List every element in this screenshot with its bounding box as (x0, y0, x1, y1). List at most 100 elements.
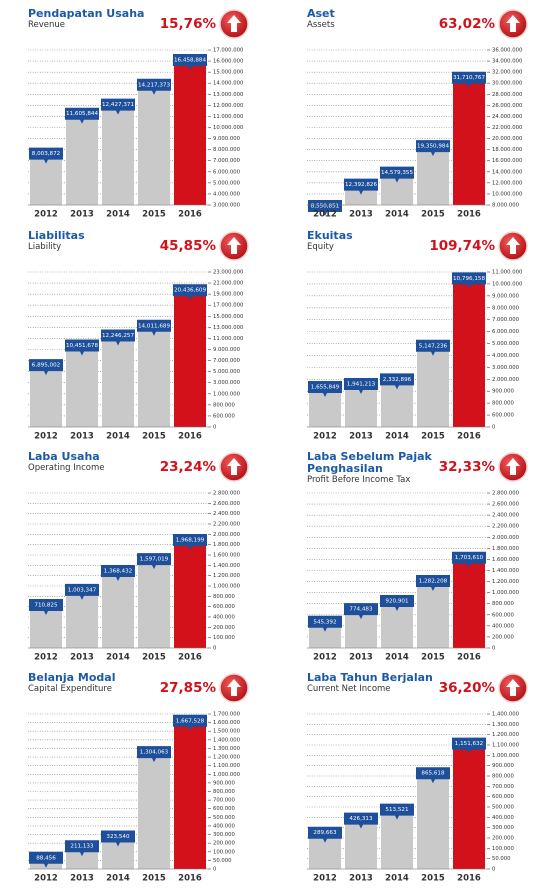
value-label: 2,332,896 (383, 377, 412, 383)
y-tick-label: 1.200.000 (492, 732, 520, 738)
y-tick-label: 100.000 (213, 849, 236, 855)
y-tick-label: 600.000 (492, 413, 515, 419)
chart-panel: 36,20% 0 50.000 100.000 200.000 300.000 400.00… (307, 673, 528, 884)
y-tick-label: 1.200.000 (213, 573, 241, 579)
change-label: 23,24% (160, 459, 217, 475)
bar (138, 748, 170, 869)
y-tick-label: 1.400.000 (213, 737, 241, 743)
chart-header: Ekuitas Equity (307, 230, 457, 253)
y-tick-label: 15.000.000 (213, 70, 244, 76)
value-label: 12,246,257 (102, 333, 134, 339)
chart-header: Aset Assets (307, 8, 457, 31)
chart-title: Pendapatan Usaha (28, 7, 145, 20)
y-tick-label: 200.000 (213, 625, 236, 631)
x-tick-label: 2013 (349, 432, 373, 442)
y-tick-label: 100.000 (213, 635, 236, 641)
y-tick-label: 32.000.000 (492, 70, 523, 76)
y-tick-label: 9.000.000 (492, 293, 520, 299)
y-tick-label: 1.800.000 (492, 546, 520, 552)
x-tick-label: 2012 (313, 653, 337, 663)
y-tick-label: 21.000.000 (213, 281, 244, 287)
value-badge (173, 533, 207, 550)
value-label: 16,458,884 (174, 57, 206, 63)
x-tick-label: 2014 (385, 210, 409, 220)
x-tick-label: 2016 (457, 432, 481, 442)
value-badge (29, 147, 63, 164)
y-tick-label: 2.800.000 (492, 491, 520, 497)
bar (138, 555, 170, 648)
chart-title: Ekuitas (307, 229, 353, 242)
y-tick-label: 1.700.000 (213, 712, 241, 718)
y-tick-label: 100.000 (492, 846, 515, 852)
value-badge (137, 319, 171, 336)
y-tick-label: 19.000.000 (213, 292, 244, 298)
value-badge (452, 272, 486, 289)
y-tick-label: 2.400.000 (492, 513, 520, 519)
y-tick-label: 1.300.000 (492, 722, 520, 728)
x-tick-label: 2015 (142, 653, 166, 663)
x-tick-label: 2014 (385, 653, 409, 663)
value-badge (173, 53, 207, 70)
value-badge (380, 373, 414, 390)
value-label: 8,550,851 (311, 203, 340, 209)
x-tick-label: 2014 (106, 874, 130, 884)
value-badge (344, 812, 378, 829)
value-label: 426,313 (349, 816, 373, 822)
y-tick-label: 800.000 (492, 601, 515, 607)
y-tick-label: 7.000.000 (492, 317, 520, 323)
y-tick-label: 13.000.000 (213, 325, 244, 331)
y-tick-label: 12.000.000 (492, 180, 523, 186)
value-label: 1,368,432 (104, 568, 132, 574)
x-tick-label: 2014 (106, 210, 130, 220)
y-tick-label: 9.000.000 (213, 136, 241, 142)
value-label: 513,521 (385, 807, 409, 813)
up-arrow (506, 458, 520, 475)
x-tick-label: 2015 (142, 210, 166, 220)
value-label: 710,825 (34, 602, 58, 608)
value-label: 10,451,678 (66, 343, 98, 349)
value-label: 14,217,373 (138, 82, 170, 88)
x-tick-label: 2015 (421, 653, 445, 663)
value-label: 1,941,213 (347, 381, 376, 387)
x-tick-label: 2013 (70, 432, 94, 442)
y-tick-label: 36.000.000 (492, 48, 523, 54)
chart-header: Pendapatan Usaha Revenue (28, 8, 178, 31)
x-tick-label: 2014 (106, 432, 130, 442)
x-tick-label: 2016 (178, 210, 202, 220)
bar (453, 739, 485, 869)
y-tick-label: 3.000.000 (213, 380, 241, 386)
y-tick-label: 24.000.000 (492, 114, 523, 120)
value-badge (308, 381, 342, 398)
y-tick-label: 2.800.000 (213, 491, 241, 497)
y-tick-label: 800.000 (213, 594, 236, 600)
chart-panel: 32,33% 0 200.000 400.000 600.000 800.000 1.000… (307, 452, 528, 663)
bar (102, 100, 134, 205)
value-badge (65, 840, 99, 857)
chart-subtitle: Equity (307, 242, 334, 252)
y-tick-label: 900.000 (492, 763, 515, 769)
bar (417, 341, 449, 427)
y-tick-label: 500.000 (492, 805, 515, 811)
value-label: 1,282,208 (419, 579, 448, 585)
up-arrow (227, 458, 241, 475)
value-badge (101, 329, 135, 346)
y-tick-label: 1.000.000 (213, 391, 241, 397)
y-tick-label: 18.000.000 (492, 147, 523, 153)
value-badge (173, 714, 207, 731)
value-label: 865,618 (421, 771, 445, 777)
y-tick-label: 34.000.000 (492, 59, 523, 65)
y-tick-label: 1.400.000 (492, 568, 520, 574)
y-tick-label: 1.600.000 (492, 557, 520, 563)
value-badge (416, 575, 450, 592)
y-tick-label: 12.000.000 (213, 103, 244, 109)
y-tick-label: 800.000 (213, 789, 236, 795)
x-tick-label: 2015 (142, 874, 166, 884)
up-arrow (506, 679, 520, 696)
chart-title: Laba Sebelum Pajak Penghasilan (307, 450, 432, 475)
y-tick-label: 0 (213, 646, 217, 652)
y-tick-label: 300.000 (492, 825, 515, 831)
y-tick-label: 1.300.000 (213, 746, 241, 752)
y-tick-label: 400.000 (492, 815, 515, 821)
x-tick-label: 2012 (34, 210, 58, 220)
